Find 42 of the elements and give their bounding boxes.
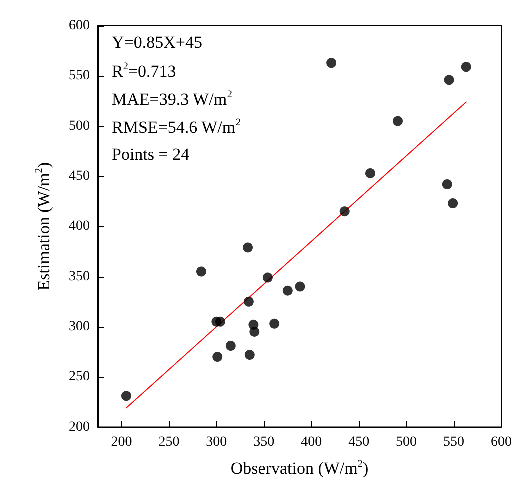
x-tick-label: 300	[206, 434, 228, 450]
point	[295, 282, 306, 292]
y-tick-label: 400	[69, 219, 90, 234]
x-tick-label: 400	[301, 434, 322, 450]
point	[121, 391, 132, 402]
y-tick-label: 200	[69, 420, 90, 435]
x-tick-label: 600	[491, 434, 512, 450]
point	[340, 206, 350, 217]
y-tick-label: 600	[69, 18, 90, 34]
y-tick-label: 550	[69, 68, 90, 84]
point	[244, 296, 254, 307]
x-tick-label: 500	[396, 434, 418, 450]
point	[393, 116, 404, 126]
point	[326, 58, 337, 68]
x-tick-label: 450	[348, 434, 370, 450]
point	[365, 168, 376, 178]
y-axis-title: Estimation (W/m2)	[34, 162, 54, 291]
point	[282, 286, 293, 296]
point	[448, 198, 458, 209]
point	[270, 318, 280, 329]
point	[461, 62, 472, 72]
x-tick-label: 250	[158, 434, 180, 450]
y-tick-label: 500	[69, 118, 90, 134]
point	[244, 350, 255, 360]
y-tick-label: 250	[69, 370, 90, 385]
x-tick-label: 350	[254, 434, 275, 450]
point	[226, 341, 236, 351]
y-tick-label: 450	[69, 168, 90, 184]
y-tick-label: 300	[69, 319, 90, 334]
point	[212, 352, 223, 362]
y-tick-label: 350	[69, 269, 90, 284]
annotation: Y=0.85X+45	[112, 33, 202, 52]
x-tick-label: 550	[444, 434, 465, 450]
point	[196, 266, 206, 277]
x-tick-label: 200	[111, 434, 132, 450]
point	[442, 179, 452, 190]
annotation: Points = 24	[112, 145, 190, 164]
point	[262, 272, 273, 283]
point	[215, 316, 226, 327]
point	[250, 326, 260, 337]
point	[444, 75, 454, 86]
point	[243, 242, 254, 253]
